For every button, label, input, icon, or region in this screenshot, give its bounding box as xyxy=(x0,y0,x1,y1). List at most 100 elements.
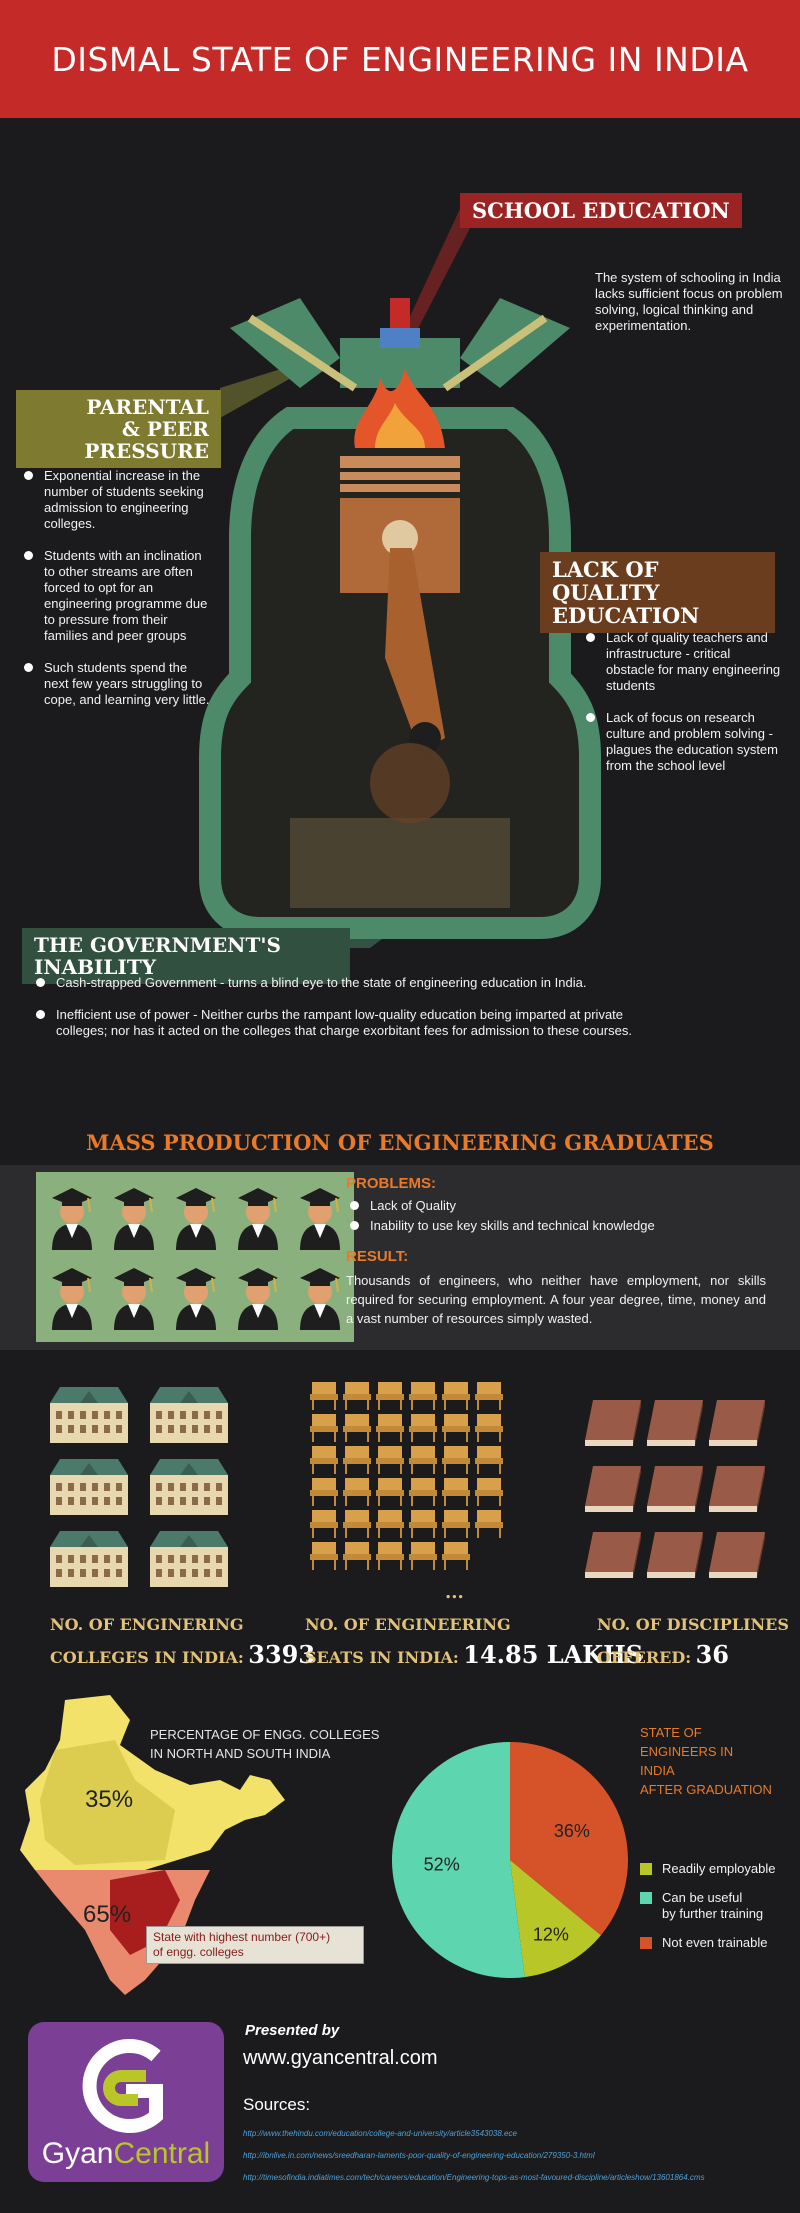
college-building-icon xyxy=(50,1459,128,1515)
north-percentage: 35% xyxy=(85,1786,133,1813)
list-item: Exponential increase in the number of st… xyxy=(20,468,215,532)
mass-production-details: PROBLEMS: Lack of Quality Inability to u… xyxy=(346,1175,766,1328)
seat-icon xyxy=(376,1478,404,1506)
book-icon xyxy=(709,1400,765,1446)
book-icon xyxy=(647,1400,703,1446)
highest-state-callout: State with highest number (700+) of engg… xyxy=(146,1926,364,1964)
pie-chart: 12% 52% 36% xyxy=(392,1742,628,1978)
seat-icon xyxy=(376,1382,404,1410)
seat-icon xyxy=(409,1510,437,1538)
seat-icon xyxy=(475,1446,503,1474)
india-map: 35% 65% xyxy=(20,1695,285,1995)
seats-stat-line1: NO. OF ENGINEERING xyxy=(305,1615,511,1634)
source-link[interactable]: http://ibnlive.in.com/news/sreedharan-la… xyxy=(243,2151,595,2160)
seat-icon xyxy=(310,1382,338,1410)
source-link[interactable]: http://www.thehindu.com/education/colleg… xyxy=(243,2129,517,2138)
book-icon xyxy=(647,1532,703,1578)
quality-education-title: LACK OF QUALITY EDUCATION xyxy=(540,552,775,634)
graduate-icon xyxy=(114,1268,154,1330)
seat-icon xyxy=(310,1542,338,1570)
school-education-title: SCHOOL EDUCATION xyxy=(460,193,742,229)
list-item: Such students spend the next few years s… xyxy=(20,660,215,708)
seat-icon xyxy=(343,1382,371,1410)
disciplines-stat-value: 36 xyxy=(695,1640,729,1669)
seat-icon xyxy=(310,1478,338,1506)
parental-pressure-title: PARENTAL & PEER PRESSURE xyxy=(16,390,221,468)
website-link[interactable]: www.gyancentral.com xyxy=(243,2047,438,2069)
seat-icon xyxy=(442,1542,470,1570)
logo-word-1: Gyan xyxy=(41,2137,114,2170)
seat-icon xyxy=(475,1414,503,1442)
legend-label: Not even trainable xyxy=(662,1935,768,1950)
legend-item-not-trainable: Not even trainable xyxy=(640,1935,775,1951)
result-title: RESULT: xyxy=(346,1248,409,1265)
graduate-icon xyxy=(114,1188,154,1250)
callout-line1: State with highest number (700+) xyxy=(153,1930,331,1944)
seat-icon xyxy=(310,1510,338,1538)
parental-bullet-list: Exponential increase in the number of st… xyxy=(20,468,215,724)
pie-slice-label: 36% xyxy=(554,1821,590,1841)
book-icon xyxy=(585,1400,641,1446)
seat-icon xyxy=(343,1510,371,1538)
problems-title: PROBLEMS: xyxy=(346,1175,436,1192)
pie-title-line4: AFTER GRADUATION xyxy=(640,1782,772,1797)
graduate-icon xyxy=(300,1188,340,1250)
seat-icon xyxy=(475,1478,503,1506)
seat-icon xyxy=(409,1446,437,1474)
sources-list: http://www.thehindu.com/education/colleg… xyxy=(243,2123,793,2189)
seat-icon xyxy=(376,1542,404,1570)
pie-title-line1: STATE OF xyxy=(640,1725,702,1740)
pie-slice-label: 12% xyxy=(533,1924,569,1944)
map-title: PERCENTAGE OF ENGG. COLLEGES IN NORTH AN… xyxy=(150,1725,379,1763)
legend-label-line1: Can be useful xyxy=(662,1890,743,1905)
legend-swatch xyxy=(640,1937,652,1949)
legend-label: Readily employable xyxy=(662,1861,776,1876)
book-icon xyxy=(709,1466,765,1512)
seat-icon xyxy=(442,1446,470,1474)
engine-oil xyxy=(290,818,510,908)
source-link[interactable]: http://timesofindia.indiatimes.com/tech/… xyxy=(243,2173,705,2182)
sources-title: Sources: xyxy=(243,2095,311,2114)
piston-ring-2 xyxy=(340,472,460,480)
piston-pin xyxy=(382,520,418,556)
legend-item-readily-employable: Readily employable xyxy=(640,1861,775,1877)
graduate-icon xyxy=(176,1268,216,1330)
pie-legend: Readily employable Can be useful by furt… xyxy=(640,1861,775,1964)
graduate-icon xyxy=(176,1188,216,1250)
government-title: THE GOVERNMENT'S INABILITY xyxy=(22,928,350,984)
seat-icon xyxy=(343,1478,371,1506)
seat-icon xyxy=(475,1510,503,1538)
south-percentage: 65% xyxy=(83,1901,131,1928)
colleges-stat-value: 3393 xyxy=(248,1640,316,1669)
list-item: Inability to use key skills and technica… xyxy=(346,1218,766,1234)
pie-title-line2: ENGINEERS IN xyxy=(640,1744,734,1759)
list-item: Lack of focus on research culture and pr… xyxy=(582,710,782,774)
pie-chart-title: STATE OF ENGINEERS IN INDIA AFTER GRADUA… xyxy=(640,1723,772,1799)
seat-icon xyxy=(343,1542,371,1570)
seat-icon xyxy=(343,1414,371,1442)
page-title: DISMAL STATE OF ENGINEERING IN INDIA xyxy=(51,39,749,79)
parental-title-line2: & PEER PRESSURE xyxy=(84,417,209,463)
crankshaft xyxy=(370,743,450,823)
legend-swatch xyxy=(640,1863,652,1875)
colleges-stat-line2: COLLEGES IN INDIA: xyxy=(50,1648,244,1667)
seats-stat-value: 14.85 LAKHS xyxy=(463,1640,644,1669)
callout-line2: of engg. colleges xyxy=(153,1945,244,1959)
graduate-icon xyxy=(52,1268,92,1330)
seats-stat-line2: SEATS IN INDIA: xyxy=(305,1648,459,1667)
seat-icon xyxy=(310,1414,338,1442)
right-valve xyxy=(442,314,548,392)
connecting-rod xyxy=(385,548,445,753)
seat-icon xyxy=(442,1414,470,1442)
logo-g-inner xyxy=(103,2070,146,2106)
government-bullet-list: Cash-strapped Government - turns a blind… xyxy=(32,975,632,1055)
book-icon xyxy=(709,1532,765,1578)
quality-title-line1: LACK OF xyxy=(552,557,659,582)
seats-ellipsis: ... xyxy=(445,1582,464,1603)
parental-title-line1: PARENTAL xyxy=(86,395,209,419)
seat-icon xyxy=(442,1382,470,1410)
engine-illustration xyxy=(199,198,601,948)
logo-wordmark: GyanCentral xyxy=(28,2137,224,2171)
seat-icon xyxy=(376,1414,404,1442)
disciplines-stat-line1: NO. OF DISCIPLINES xyxy=(597,1615,789,1634)
